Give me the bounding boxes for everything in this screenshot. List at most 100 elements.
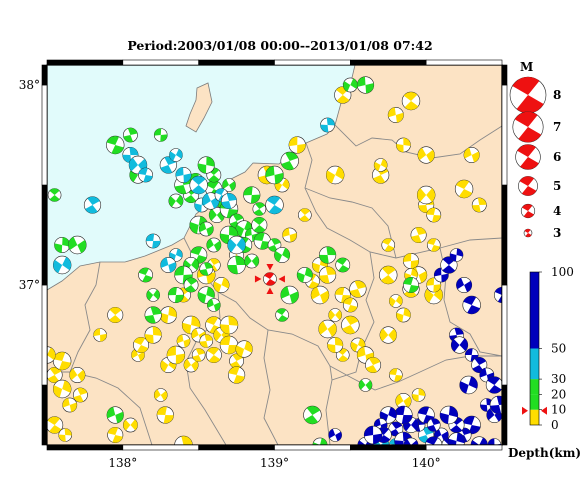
depth-tick-label: 100	[551, 265, 574, 279]
event-cyan	[265, 195, 284, 215]
event-yellow	[318, 266, 337, 284]
mainshock-triangle	[254, 275, 262, 283]
lat-label: 38°	[19, 78, 40, 92]
mainshock-triangle	[266, 264, 274, 271]
event-yellow	[219, 315, 239, 335]
event-blue	[403, 437, 419, 445]
event-yellow	[471, 197, 487, 213]
lon-label: 138°	[108, 456, 137, 470]
event-green	[342, 77, 358, 93]
event-green	[153, 128, 168, 142]
magnitude-legend-label: 3	[553, 226, 561, 240]
event-yellow	[133, 336, 150, 353]
event-green	[303, 405, 322, 425]
event-green	[146, 288, 160, 302]
depth-tick-label: 10	[551, 403, 566, 417]
depth-tick-label: 30	[551, 372, 566, 386]
event-yellow	[410, 227, 427, 244]
event-green	[244, 253, 260, 269]
event-yellow	[191, 348, 206, 362]
lat-label: 37°	[19, 278, 40, 292]
magnitude-legend: M 8 7 6 5 4 3	[509, 60, 561, 240]
event-cyan	[169, 148, 183, 162]
magnitude-legend-heading: M	[520, 60, 533, 74]
event-cyan	[221, 193, 238, 210]
event-yellow	[379, 265, 398, 285]
depth-scale-label: Depth(km)	[508, 446, 580, 460]
event-yellow	[389, 368, 403, 382]
event-yellow	[183, 357, 199, 373]
event-yellow	[318, 319, 337, 339]
event-green	[265, 165, 284, 185]
event-green	[207, 298, 221, 312]
mainshock-depth-marker	[541, 406, 547, 415]
event-green	[358, 378, 373, 392]
event-yellow	[72, 387, 88, 403]
magnitude-legend-ball	[512, 111, 544, 143]
event-green	[356, 76, 375, 94]
magnitude-legend-label: 4	[553, 204, 561, 218]
event-green	[144, 306, 162, 324]
event-yellow	[107, 306, 124, 323]
event-green	[267, 238, 282, 252]
event-blue	[462, 295, 481, 315]
event-yellow	[342, 297, 358, 313]
event-blue	[394, 405, 413, 425]
magnitude-legend-label: 6	[553, 150, 561, 164]
depth-tick-label: 20	[551, 387, 566, 401]
event-blue	[487, 438, 502, 445]
event-green	[198, 221, 214, 237]
event-yellow	[47, 416, 64, 434]
event-blue	[470, 436, 488, 445]
event-cyan	[175, 167, 192, 184]
event-yellow	[174, 435, 193, 445]
event-green	[167, 286, 184, 303]
event-yellow	[298, 208, 312, 222]
depth-band	[530, 272, 539, 349]
event-yellow	[93, 328, 107, 342]
event-green	[318, 246, 337, 264]
event-yellow	[426, 207, 442, 223]
event-yellow	[107, 426, 124, 443]
magnitude-legend-label: 5	[553, 179, 561, 193]
event-green	[335, 257, 351, 273]
event-cyan	[320, 117, 335, 133]
magnitude-legend-ball	[515, 144, 541, 170]
event-green	[106, 135, 125, 155]
magnitude-legend-ball	[518, 176, 538, 196]
event-yellow	[199, 334, 214, 348]
earthquake-events	[47, 76, 502, 445]
event-yellow	[123, 417, 138, 433]
lon-label: 139°	[260, 456, 289, 470]
mainshock-triangle	[278, 275, 285, 283]
event-blue	[449, 248, 464, 262]
event-yellow	[52, 351, 72, 371]
event-cyan	[138, 167, 153, 183]
event-yellow	[379, 326, 397, 344]
magnitude-legend-ball	[523, 228, 533, 238]
event-blue	[426, 418, 441, 432]
event-yellow	[213, 276, 230, 293]
depth-band	[530, 394, 539, 410]
lon-label: 140°	[412, 456, 441, 470]
magnitude-legend-label: 7	[553, 120, 561, 134]
event-yellow	[282, 227, 298, 243]
event-green	[280, 285, 299, 305]
depth-band	[530, 409, 539, 425]
event-green	[138, 267, 153, 283]
event-green	[222, 178, 236, 192]
event-blue	[485, 376, 502, 394]
event-yellow	[417, 146, 435, 164]
event-green	[227, 255, 246, 275]
event-green	[296, 266, 313, 283]
event-yellow	[463, 147, 480, 164]
event-green	[251, 217, 268, 234]
event-yellow	[349, 280, 367, 298]
event-yellow	[310, 285, 330, 305]
event-green	[183, 277, 199, 293]
map-area	[47, 65, 502, 445]
event-cyan	[160, 256, 177, 273]
event-yellow	[395, 392, 412, 409]
event-yellow	[176, 334, 191, 348]
